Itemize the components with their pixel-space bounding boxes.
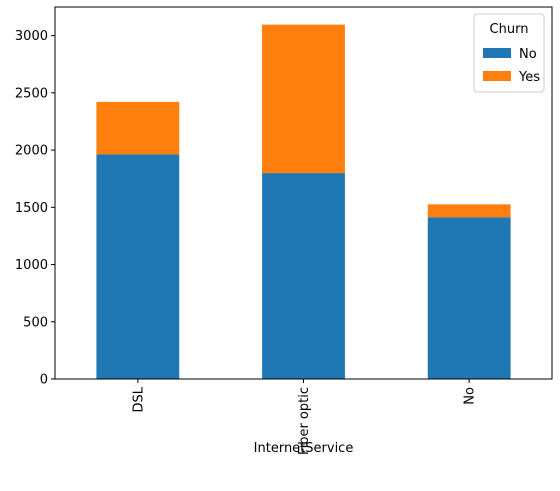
legend-label: Yes xyxy=(518,70,540,85)
y-tick-label: 2000 xyxy=(15,144,48,159)
y-tick-label: 500 xyxy=(23,315,48,330)
y-tick-label: 1000 xyxy=(15,258,48,273)
y-tick-label: 1500 xyxy=(15,201,48,216)
bar-no-no xyxy=(427,217,511,379)
bar-yes-dsl xyxy=(96,101,180,155)
plot-frame xyxy=(54,6,553,380)
legend-swatch xyxy=(483,71,511,81)
x-axis: DSL Fiber optic No xyxy=(131,379,478,455)
legend: Churn No Yes xyxy=(473,13,545,93)
legend-label: No xyxy=(519,47,537,62)
x-tick-label: Fiber optic xyxy=(297,387,312,455)
x-tick-label: No xyxy=(463,387,478,405)
y-tick-label: 3000 xyxy=(15,29,48,44)
bar-no-dsl xyxy=(96,154,180,379)
bar-yes-fiber-optic xyxy=(262,24,345,174)
bar-yes-no xyxy=(427,204,511,218)
x-tick-label: DSL xyxy=(131,386,146,412)
y-axis: 0 500 1000 1500 2000 2500 3000 xyxy=(15,29,55,388)
x-axis-label: InternetService xyxy=(254,441,354,456)
legend-title: Churn xyxy=(490,22,529,37)
legend-items: No Yes xyxy=(483,47,540,85)
y-tick-label: 0 xyxy=(40,373,48,388)
bar-group xyxy=(96,24,511,379)
legend-swatch xyxy=(483,48,511,58)
y-tick-label: 2500 xyxy=(15,86,48,101)
bar-no-fiber-optic xyxy=(262,173,345,379)
